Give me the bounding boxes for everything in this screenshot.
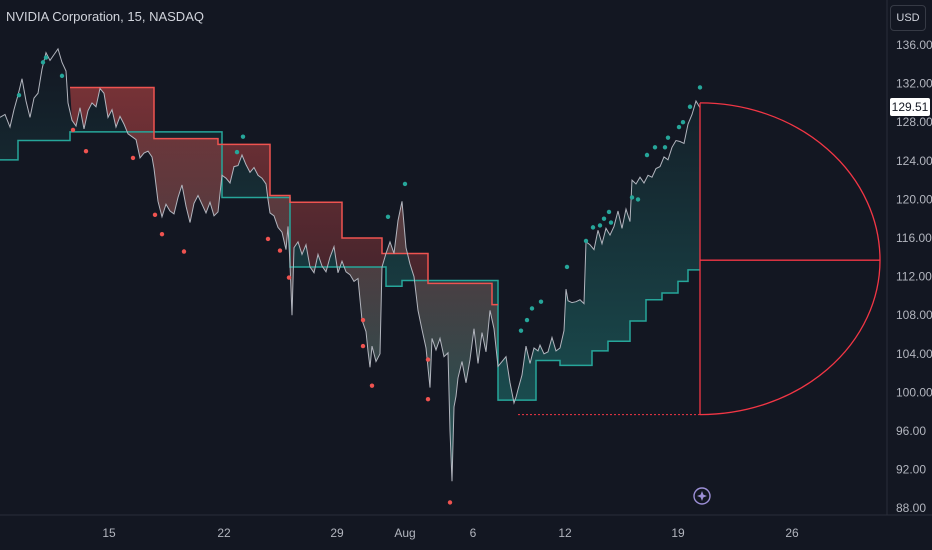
bear-band-fill [70,87,498,482]
price-tick-label: 124.00 [896,154,932,168]
price-tick-label: 108.00 [896,308,932,322]
currency-button[interactable]: USD [890,5,926,31]
bull-signal-dot [59,73,65,79]
time-tick-label: 19 [671,526,685,540]
bear-signal-dot [360,343,366,349]
bull-signal-dot [385,214,391,219]
bull-signal-dot [665,135,671,140]
bear-signal-dot [159,231,165,237]
price-axis[interactable]: 136.00 132.00 128.00 124.00 120.00 116.00 112.… [886,0,932,515]
bull-signal-dot [601,216,607,221]
bull-band-line [0,131,700,401]
bear-signal-dot [70,127,76,133]
replay-icon[interactable] [693,487,711,505]
price-tick-label: 136.00 [896,38,932,52]
bull-signal-dot [629,195,635,200]
bear-signal-dot [265,236,271,242]
time-tick-label: 26 [785,526,799,540]
bull-signal-dot [676,124,682,130]
bear-signal-dot [369,383,375,388]
bear-signal-dot [152,212,158,218]
bear-signal-dot [181,249,187,254]
bull-signal-dot [662,145,668,150]
bull-signal-dot [538,299,544,304]
price-tick-label: 116.00 [896,231,932,245]
bull-signal-dot [635,197,641,202]
bull-signal-dot [652,145,658,150]
bull-signal-dot [234,149,240,155]
bull-signal-dot [680,120,686,125]
price-tick-label: 100.00 [896,385,932,399]
bear-signal-dot [425,396,431,402]
bull-signal-dot [606,209,612,215]
bull-signal-dot [644,152,650,158]
bull-signal-dot [697,85,703,90]
bear-signal-dot [360,317,366,323]
bull-signal-dot [524,317,530,323]
price-tick-label: 92.00 [896,463,926,477]
chart-title: NVIDIA Corporation, 15, NASDAQ [6,9,204,24]
bull-signal-dot [40,60,46,65]
price-tick-label: 104.00 [896,347,932,361]
time-tick-label: Aug [394,526,415,540]
bull-signal-dot [564,264,570,270]
time-tick-label: 15 [102,526,116,540]
bull-signal-dot [608,220,614,225]
price-series-line [0,47,701,482]
price-tick-label: 88.00 [896,501,926,515]
time-tick-label: 6 [470,526,477,540]
bull-signal-dot [43,55,49,60]
price-tick-label: 120.00 [896,192,932,206]
bear-signal-dot [277,248,283,253]
bear-signal-dot [425,357,431,362]
replay-icon-ring [693,487,711,505]
bull-signal-dot [583,238,589,244]
bull-signal-dot [590,225,596,230]
price-tick-label: 128.00 [896,115,932,129]
bull-signal-dot [16,92,22,98]
time-tick-label: 12 [558,526,572,540]
bear-signal-dot [130,155,136,161]
time-tick-label: 29 [330,526,344,540]
time-tick-label: 22 [217,526,231,540]
price-tick-label: 96.00 [896,424,926,438]
time-axis[interactable]: 15 22 29 Aug 6 12 19 26 [0,514,932,540]
last-price-label: 129.51 [890,98,930,116]
bull-signal-dot [518,328,524,333]
bull-signal-dot [687,104,693,109]
bull-signal-dot [597,223,603,228]
bull-signal-dot [402,181,408,187]
bear-band-line [70,86,498,306]
bull-signal-dot [529,306,535,311]
price-tick-label: 112.00 [896,270,932,284]
bear-signal-dot [447,500,453,505]
replay-icon-star [697,491,707,501]
projection-arc [699,102,881,416]
bear-signal-dot [83,148,89,154]
plot-area [0,47,881,505]
price-tick-label: 132.00 [896,77,932,91]
bear-signal-dot [286,275,292,280]
bull-signal-dot [240,134,246,139]
